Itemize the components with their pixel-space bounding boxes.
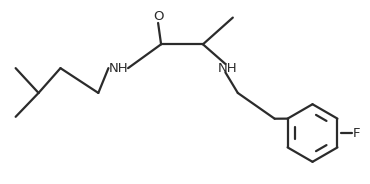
Text: NH: NH bbox=[108, 62, 128, 75]
Text: F: F bbox=[353, 127, 360, 139]
Text: NH: NH bbox=[218, 62, 238, 75]
Text: O: O bbox=[153, 10, 163, 23]
